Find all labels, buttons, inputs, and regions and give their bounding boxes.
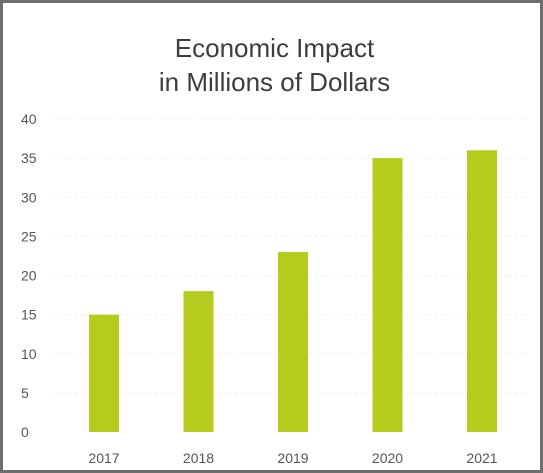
y-tick-label: 35 <box>21 150 37 166</box>
chart-title-line-1: Economic Impact <box>174 33 375 63</box>
bar-2018 <box>183 291 214 432</box>
y-tick-label: 0 <box>21 424 29 440</box>
bar-2021 <box>467 150 497 433</box>
x-tick-label: 2017 <box>88 450 119 466</box>
x-tick-label: 2018 <box>183 450 214 466</box>
x-tick-label: 2021 <box>466 450 497 466</box>
bars <box>89 150 497 433</box>
bar-2017 <box>89 314 119 432</box>
x-axis-ticks: 2017 2018 2019 2020 2021 <box>88 450 497 466</box>
y-tick-label: 5 <box>21 385 29 401</box>
y-tick-label: 25 <box>21 228 37 244</box>
bar-2020 <box>372 158 403 432</box>
x-tick-label: 2019 <box>277 450 308 466</box>
x-tick-label: 2020 <box>372 450 403 466</box>
y-tick-label: 30 <box>21 189 37 205</box>
bar-2019 <box>278 252 308 432</box>
chart-title-line-2: in Millions of Dollars <box>158 67 391 97</box>
y-tick-label: 15 <box>21 307 37 323</box>
gridlines <box>55 118 530 394</box>
y-tick-label: 20 <box>21 268 37 284</box>
y-tick-label: 10 <box>21 346 37 362</box>
y-axis-ticks: 0 5 10 15 20 25 30 35 40 <box>21 111 37 440</box>
y-tick-label: 40 <box>21 111 37 127</box>
